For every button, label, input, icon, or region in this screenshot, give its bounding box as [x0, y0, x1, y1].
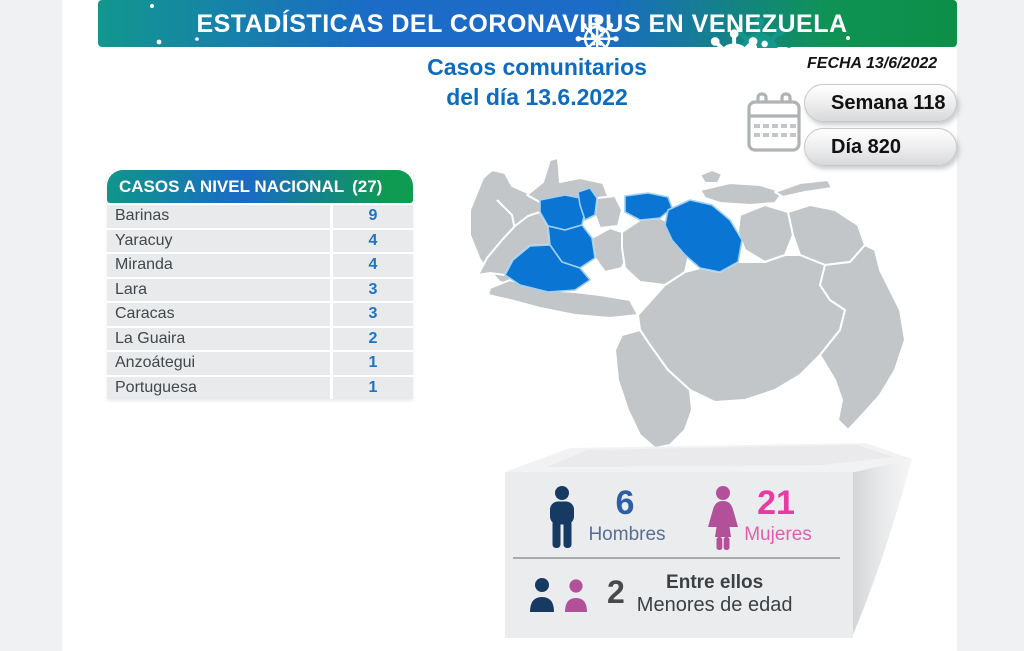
- men-count: 6: [615, 484, 635, 522]
- cases-total-badge: (27): [352, 176, 383, 196]
- region-cases: 3: [330, 303, 413, 326]
- left-margin: [0, 0, 62, 651]
- women-label: Mujeres: [744, 524, 812, 545]
- stats-panel-backdrop: [505, 443, 912, 638]
- table-row: Portuguesa 1: [107, 376, 413, 399]
- minors-stat: 2 Entre ellos Menores de edad: [607, 572, 792, 617]
- map-state-sucre: [699, 182, 784, 206]
- region-name: Barinas: [115, 207, 170, 225]
- venezuela-map: [469, 157, 906, 449]
- table-row: Yaracuy 4: [107, 229, 413, 252]
- region-name: La Guaira: [115, 329, 186, 347]
- region-cases: 3: [330, 278, 413, 301]
- table-row: Miranda 4: [107, 254, 413, 277]
- subtitle: Casos comunitarios del día 13.6.2022: [337, 52, 737, 112]
- subtitle-line2: del día 13.6.2022: [446, 84, 628, 110]
- page-title: ESTADÍSTICAS DEL CORONAVIRUS EN VENEZUEL…: [196, 9, 848, 38]
- right-margin: [957, 0, 1019, 651]
- region-name: Anzoátegui: [115, 354, 196, 372]
- virus-icon-cluster-right: [846, 36, 850, 40]
- table-row: La Guaira 2: [107, 327, 413, 350]
- region-name: Lara: [115, 280, 148, 298]
- minors-count: 2: [607, 574, 625, 610]
- region-name: Miranda: [115, 256, 173, 274]
- subtitle-line1: Casos comunitarios: [427, 54, 647, 80]
- virus-icon-cluster-left: [150, 4, 796, 94]
- region-cases: 9: [330, 205, 413, 228]
- map-state-lara: [539, 194, 586, 231]
- region-name: Yaracuy: [115, 231, 173, 249]
- day-badge: Día 820: [804, 128, 957, 166]
- region-cases: 1: [330, 376, 413, 399]
- women-count: 21: [757, 484, 795, 522]
- map-region-esequibo: [819, 244, 906, 431]
- minors-label: Entre ellos Menores de edad: [637, 572, 793, 617]
- map-state-monagas: [737, 204, 794, 263]
- header-banner: ESTADÍSTICAS DEL CORONAVIRUS EN VENEZUEL…: [62, 0, 957, 94]
- table-row: Barinas 9: [107, 205, 413, 228]
- cases-table-body: Barinas 9 Yaracuy 4 Miranda 4 Lara 3 Car…: [107, 205, 413, 399]
- map-state-carabobo-aragua: [594, 195, 623, 229]
- cases-table-title: CASOS A NIVEL NACIONAL: [119, 176, 345, 196]
- calendar-icon: [747, 92, 801, 152]
- map-state-apure: [487, 279, 639, 319]
- map-state-barinas: [504, 244, 591, 293]
- map-peninsula-paria: [774, 179, 833, 198]
- two-children-icon: [530, 578, 587, 612]
- men-label: Hombres: [588, 524, 666, 545]
- table-row: Lara 3: [107, 278, 413, 301]
- week-badge: Semana 118: [804, 84, 957, 122]
- cases-table: CASOS A NIVEL NACIONAL (27) Barinas 9 Ya…: [107, 170, 413, 399]
- map-state-yaracuy: [577, 187, 598, 221]
- region-name: Caracas: [115, 305, 175, 323]
- table-row: Caracas 3: [107, 303, 413, 326]
- date-label: FECHA 13/6/2022: [807, 55, 938, 72]
- male-person-icon: [550, 486, 574, 548]
- region-cases: 4: [330, 229, 413, 252]
- table-row: Anzoátegui 1: [107, 352, 413, 375]
- region-cases: 2: [330, 327, 413, 350]
- panel-divider: [513, 557, 840, 559]
- banner-background: [98, 0, 957, 94]
- cases-table-header: CASOS A NIVEL NACIONAL (27): [107, 170, 413, 203]
- map-island-margarita: [699, 169, 723, 184]
- region-cases: 1: [330, 352, 413, 375]
- minors-label-line2: Menores de edad: [636, 594, 793, 616]
- minors-label-line1: Entre ellos: [666, 572, 764, 593]
- region-cases: 4: [330, 254, 413, 277]
- map-state-caracas-laguaira-miranda: [624, 192, 673, 221]
- map-state-anzoategui: [664, 199, 743, 273]
- content-area: ESTADÍSTICAS DEL CORONAVIRUS EN VENEZUEL…: [62, 0, 957, 651]
- female-person-icon: [708, 486, 738, 550]
- region-name: Portuguesa: [115, 378, 197, 396]
